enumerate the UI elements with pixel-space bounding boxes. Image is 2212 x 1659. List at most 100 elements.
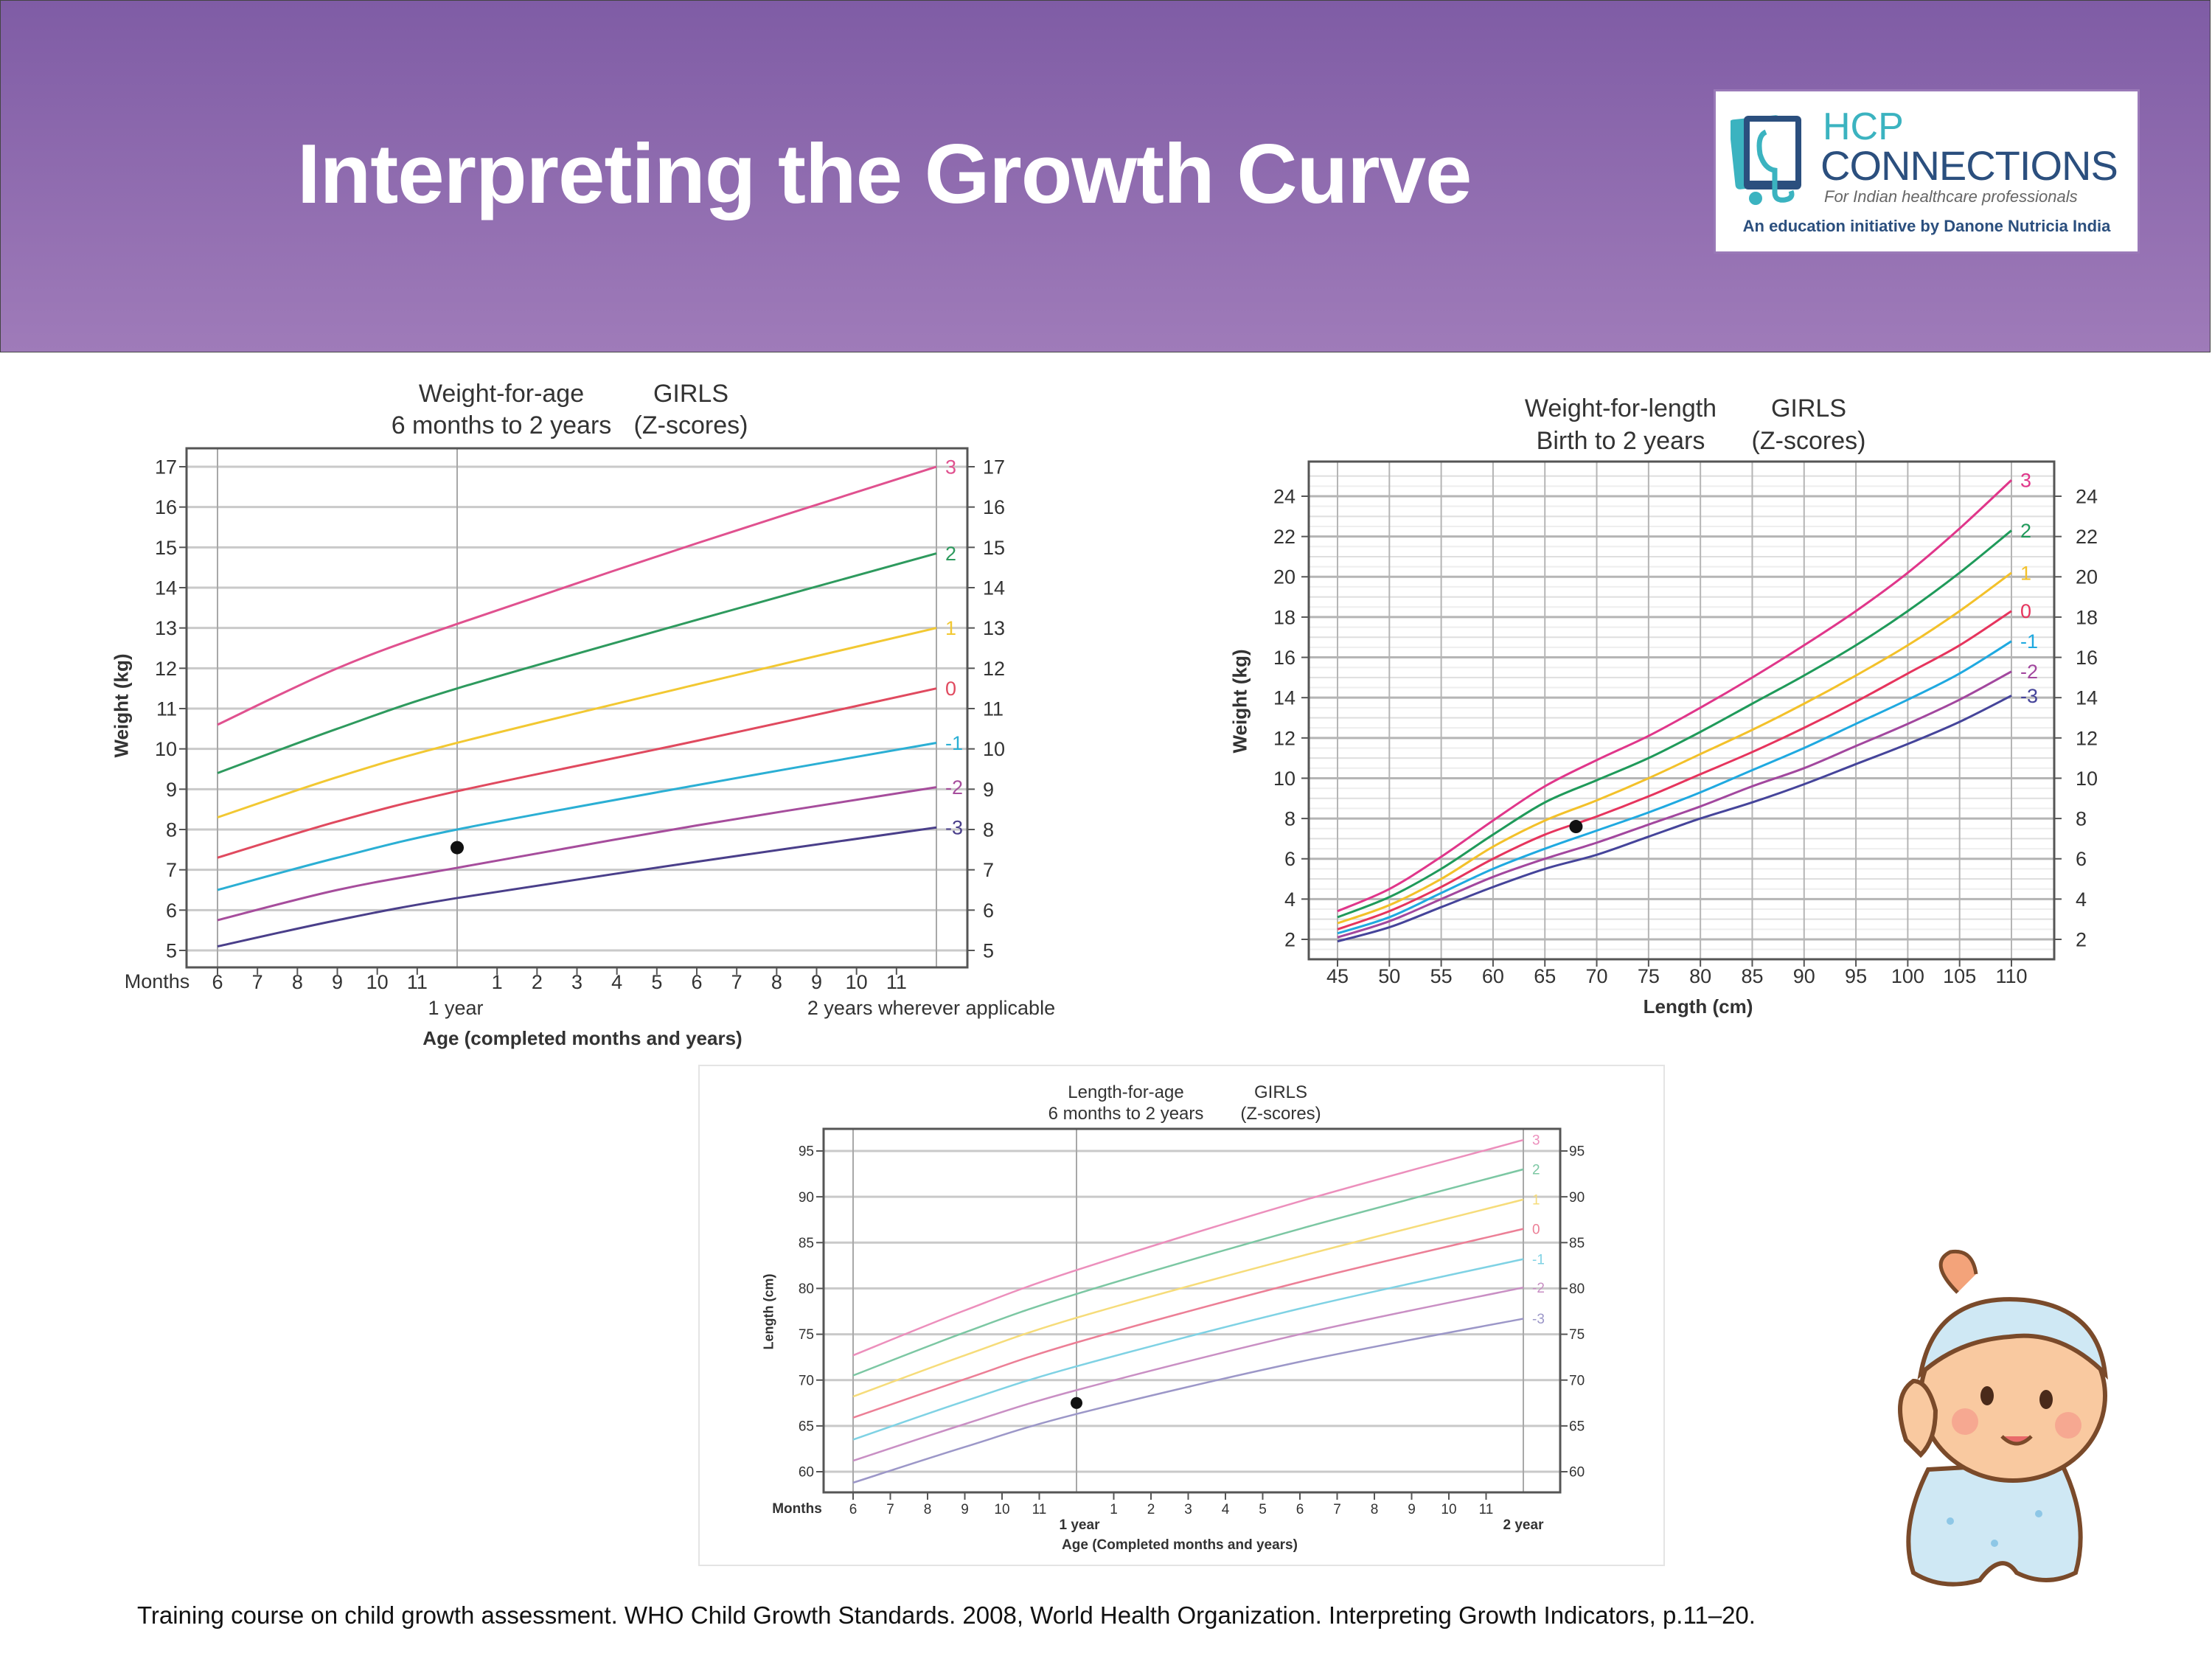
z-curve-0 bbox=[217, 687, 937, 859]
x-tick-label: 2 bbox=[1147, 1502, 1155, 1517]
x-tick-label: 60 bbox=[1482, 965, 1504, 987]
z-curve-1 bbox=[217, 627, 937, 819]
y-tick-label-right: 70 bbox=[1569, 1373, 1585, 1388]
wfa-group: GIRLS bbox=[653, 380, 729, 408]
z-label--3: -3 bbox=[1532, 1312, 1545, 1327]
length-for-age-frame bbox=[698, 1065, 1665, 1566]
wfa-months-label: Months bbox=[124, 970, 190, 992]
wfl-group: GIRLS bbox=[1770, 394, 1847, 422]
y-tick-label-right: 14 bbox=[2076, 687, 2098, 709]
y-tick-label-right: 24 bbox=[2076, 485, 2098, 507]
x-tick-label: 90 bbox=[1793, 965, 1815, 987]
x-tick-label: 6 bbox=[691, 971, 702, 993]
z-label--3: -3 bbox=[945, 817, 963, 839]
lfa-subtitle: 6 months to 2 years bbox=[1048, 1104, 1204, 1124]
z-curve-3 bbox=[217, 465, 937, 726]
y-tick-label-right: 15 bbox=[983, 537, 1005, 559]
lfa-2year-label: 2 year bbox=[1503, 1517, 1544, 1533]
x-tick-label: 8 bbox=[1371, 1502, 1379, 1517]
x-tick-label: 10 bbox=[994, 1502, 1009, 1517]
y-tick-label-right: 8 bbox=[983, 818, 994, 841]
lfa-x-axis-title: Age (Completed months and years) bbox=[1062, 1537, 1298, 1553]
x-tick-label: 50 bbox=[1378, 965, 1400, 987]
lfa-group: GIRLS bbox=[1253, 1082, 1308, 1102]
z-curve-3 bbox=[1337, 479, 2013, 913]
y-tick-label-right: 12 bbox=[2076, 727, 2098, 749]
x-tick-label: 55 bbox=[1430, 965, 1453, 987]
y-tick-label: 15 bbox=[155, 537, 177, 559]
y-tick-label: 12 bbox=[1273, 727, 1295, 749]
x-tick-label: 65 bbox=[1534, 965, 1556, 987]
x-tick-label: 5 bbox=[651, 971, 662, 993]
z-curve-3 bbox=[852, 1138, 1524, 1357]
z-label-3: 3 bbox=[2020, 470, 2031, 492]
x-tick-label: 70 bbox=[1586, 965, 1608, 987]
y-tick-label-right: 10 bbox=[983, 738, 1005, 760]
z-label--1: -1 bbox=[1532, 1252, 1545, 1267]
z-label-1: 1 bbox=[2020, 562, 2031, 584]
z-curve-0 bbox=[852, 1228, 1524, 1419]
z-label--1: -1 bbox=[945, 732, 963, 754]
y-tick-label: 16 bbox=[155, 496, 177, 518]
y-tick-label: 8 bbox=[166, 818, 177, 841]
y-tick-label: 17 bbox=[155, 456, 177, 478]
y-tick-label: 85 bbox=[799, 1236, 814, 1251]
lfa-months-label: Months bbox=[772, 1501, 822, 1517]
z-curve-0 bbox=[1337, 610, 2012, 931]
z-label-1: 1 bbox=[945, 617, 956, 639]
x-tick-label: 80 bbox=[1689, 965, 1711, 987]
plot-frame bbox=[822, 1127, 1562, 1494]
logo-tagline: For Indian healthcare professionals bbox=[1824, 187, 2078, 206]
y-tick-label: 95 bbox=[799, 1144, 814, 1160]
x-tick-label: 9 bbox=[961, 1502, 969, 1517]
y-tick-label-right: 85 bbox=[1569, 1236, 1585, 1251]
y-tick-label-right: 7 bbox=[983, 859, 994, 881]
wfl-subtitle: Birth to 2 years bbox=[1536, 427, 1705, 455]
baby-icon bbox=[1898, 1249, 2108, 1587]
y-tick-label: 9 bbox=[166, 779, 177, 801]
z-curve--2 bbox=[852, 1286, 1524, 1462]
x-tick-label: 10 bbox=[366, 971, 389, 993]
y-tick-label-right: 75 bbox=[1569, 1327, 1585, 1343]
x-tick-label: 7 bbox=[1333, 1502, 1341, 1517]
x-tick-label: 100 bbox=[1891, 965, 1924, 987]
wfa-2years-label: 2 years wherever applicable bbox=[807, 997, 1056, 1019]
x-tick-label: 9 bbox=[332, 971, 343, 993]
plot-frame bbox=[1307, 460, 2056, 961]
lfa-1year-label: 1 year bbox=[1059, 1517, 1100, 1533]
z-label-3: 3 bbox=[945, 456, 956, 478]
x-tick-label: 11 bbox=[886, 971, 907, 993]
wfa-1year-label: 1 year bbox=[428, 997, 484, 1019]
x-tick-label: 11 bbox=[1479, 1502, 1494, 1517]
z-label-0: 0 bbox=[1532, 1222, 1540, 1237]
y-tick-label-right: 16 bbox=[2076, 647, 2098, 669]
y-tick-label-right: 12 bbox=[983, 658, 1005, 680]
z-label-2: 2 bbox=[2020, 520, 2031, 542]
x-tick-label: 85 bbox=[1741, 965, 1763, 987]
y-tick-label: 11 bbox=[156, 698, 177, 720]
logo-hcp-text: HCP bbox=[1823, 105, 1904, 148]
z-label-1: 1 bbox=[1532, 1193, 1540, 1208]
y-tick-label: 90 bbox=[799, 1190, 814, 1206]
z-label--2: -2 bbox=[945, 776, 963, 799]
x-tick-label: 10 bbox=[1441, 1502, 1456, 1517]
y-tick-label: 12 bbox=[155, 658, 177, 680]
y-tick-label: 18 bbox=[1273, 606, 1295, 628]
x-tick-label: 75 bbox=[1638, 965, 1660, 987]
z-curve--1 bbox=[1337, 640, 2012, 935]
z-curve-2 bbox=[852, 1168, 1524, 1377]
y-tick-label-right: 9 bbox=[983, 779, 994, 801]
lfa-group-sub: (Z-scores) bbox=[1240, 1104, 1321, 1124]
z-curve-2 bbox=[1337, 529, 2012, 919]
y-tick-label: 4 bbox=[1284, 888, 1295, 911]
y-tick-label-right: 22 bbox=[2076, 526, 2098, 548]
x-tick-label: 3 bbox=[571, 971, 582, 993]
y-tick-label: 14 bbox=[1273, 687, 1295, 709]
wfl-group-sub: (Z-scores) bbox=[1751, 427, 1866, 455]
z-curve--2 bbox=[217, 786, 937, 922]
y-tick-label: 10 bbox=[1273, 768, 1295, 790]
y-tick-label: 7 bbox=[166, 859, 177, 881]
z-curve--2 bbox=[1337, 670, 2012, 939]
y-tick-label-right: 8 bbox=[2076, 808, 2087, 830]
